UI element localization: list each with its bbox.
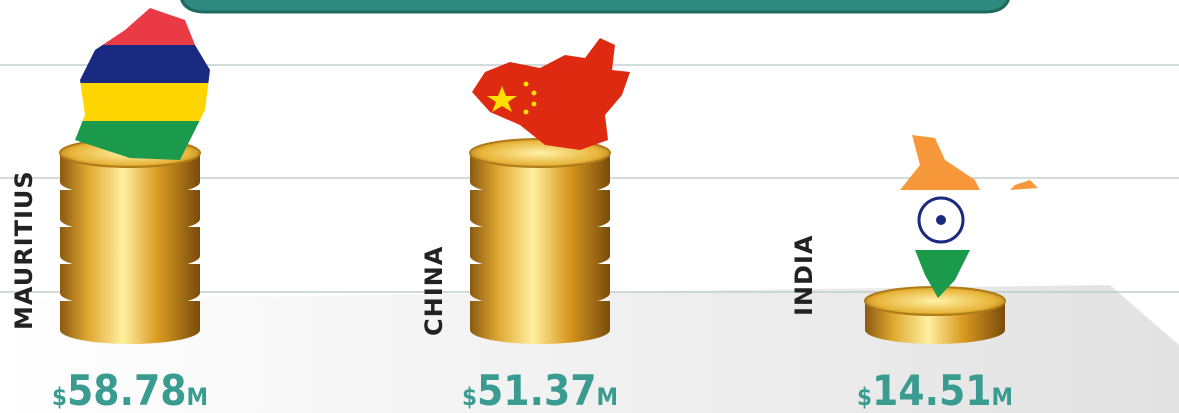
coin-edge [60,316,200,344]
amount: $14.51M [857,366,1013,413]
china-map [472,38,630,150]
mauritius-map [75,8,210,160]
unit: M [187,383,209,411]
banner [180,0,1010,14]
amount-value: 58.78 [67,366,187,413]
coin-edge [470,242,610,270]
coin-edge [470,279,610,307]
currency: $ [52,383,67,411]
unit: M [597,383,619,411]
country-name: INDIA [790,235,818,316]
amount: $58.78M [52,366,208,413]
coin-edge [60,205,200,233]
currency: $ [857,383,872,411]
amount: $51.37M [462,366,618,413]
amount-value: 14.51 [872,366,992,413]
coin-stacks [59,138,1006,344]
coin-edge [60,279,200,307]
coin-edge [470,205,610,233]
coin-edge [470,168,610,196]
coin-edge [865,316,1005,344]
country-name: MAURITIUS [10,170,38,330]
amount-value: 51.37 [477,366,597,413]
unit: M [992,383,1014,411]
currency: $ [462,383,477,411]
country-name: CHINA [420,246,448,336]
coin-edge [470,316,610,344]
coin-edge [60,242,200,270]
india-map [900,135,1038,298]
coin-edge [60,168,200,196]
